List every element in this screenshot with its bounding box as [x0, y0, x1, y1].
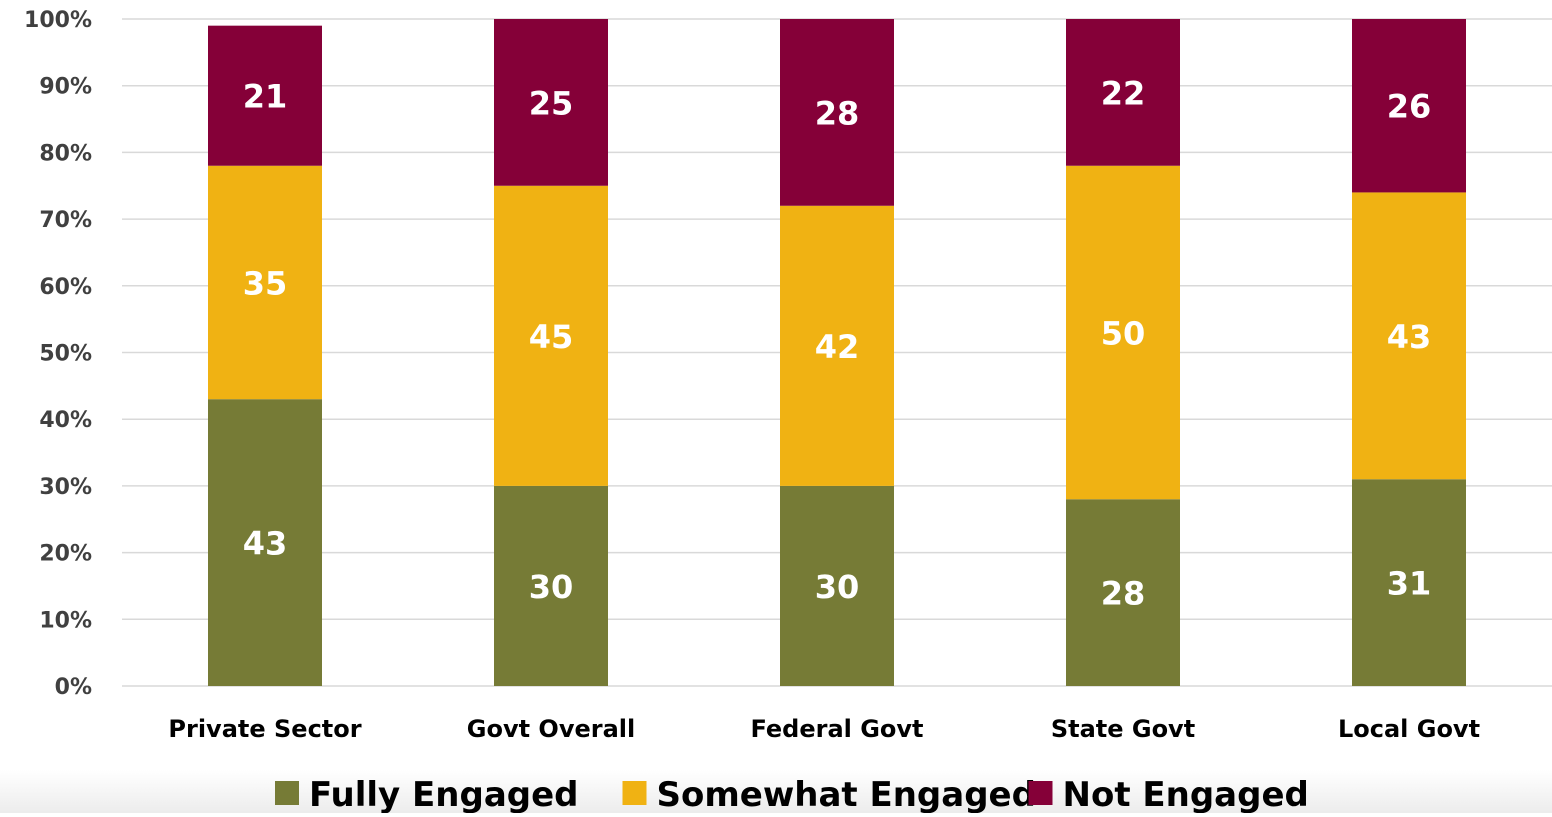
data-label: 25 — [529, 84, 574, 122]
data-label: 22 — [1101, 74, 1146, 112]
x-tick-label: State Govt — [1051, 715, 1195, 743]
data-label: 45 — [529, 318, 574, 356]
y-tick-label: 10% — [39, 608, 92, 633]
bar-segment — [780, 205, 894, 486]
bar-segment — [208, 399, 322, 686]
x-tick-label: Local Govt — [1338, 715, 1480, 743]
legend-swatch — [622, 781, 647, 805]
data-label: 43 — [243, 525, 288, 563]
y-tick-label: 90% — [39, 75, 92, 100]
bar-segment — [1352, 479, 1466, 686]
data-label: 28 — [1101, 575, 1146, 613]
data-label: 35 — [243, 264, 288, 302]
bar-segment — [494, 485, 608, 686]
bar-segment — [208, 25, 322, 166]
bar-segment — [208, 165, 322, 400]
x-tick-label: Federal Govt — [750, 715, 923, 743]
data-label: 21 — [243, 78, 288, 116]
y-tick-label: 70% — [39, 208, 92, 233]
bar-segment — [1066, 499, 1180, 686]
legend-label: Fully Engaged — [309, 775, 579, 813]
bar-segment — [780, 19, 894, 206]
legend-swatch — [1028, 781, 1053, 805]
y-tick-label: 60% — [39, 275, 92, 300]
data-label: 30 — [815, 568, 860, 606]
data-label: 26 — [1387, 88, 1432, 126]
data-label: 50 — [1101, 314, 1146, 352]
data-label: 43 — [1387, 318, 1432, 356]
y-tick-label: 20% — [39, 542, 92, 567]
bar-segment — [494, 19, 608, 186]
x-tick-label: Govt Overall — [467, 715, 635, 743]
y-tick-label: 50% — [39, 342, 92, 367]
bottom-shade — [0, 770, 1552, 813]
bar-segment — [1066, 165, 1180, 500]
data-label: 28 — [815, 94, 860, 132]
bar-segment — [1066, 19, 1180, 166]
x-tick-label: Private Sector — [168, 715, 361, 743]
legend-swatch — [275, 781, 299, 805]
y-tick-label: 80% — [39, 141, 92, 166]
y-tick-label: 0% — [55, 675, 92, 700]
legend-label: Somewhat Engaged — [657, 775, 1036, 813]
bar-segment — [780, 485, 894, 686]
legend-label: Not Engaged — [1063, 775, 1309, 813]
data-label: 42 — [815, 328, 860, 366]
data-label: 30 — [529, 568, 574, 606]
y-tick-label: 40% — [39, 408, 92, 433]
bar-segment — [1352, 192, 1466, 480]
data-label: 31 — [1387, 565, 1432, 603]
y-tick-label: 30% — [39, 475, 92, 500]
y-tick-label: 100% — [24, 8, 92, 33]
bar-segment — [1352, 19, 1466, 193]
bar-segment — [494, 185, 608, 486]
